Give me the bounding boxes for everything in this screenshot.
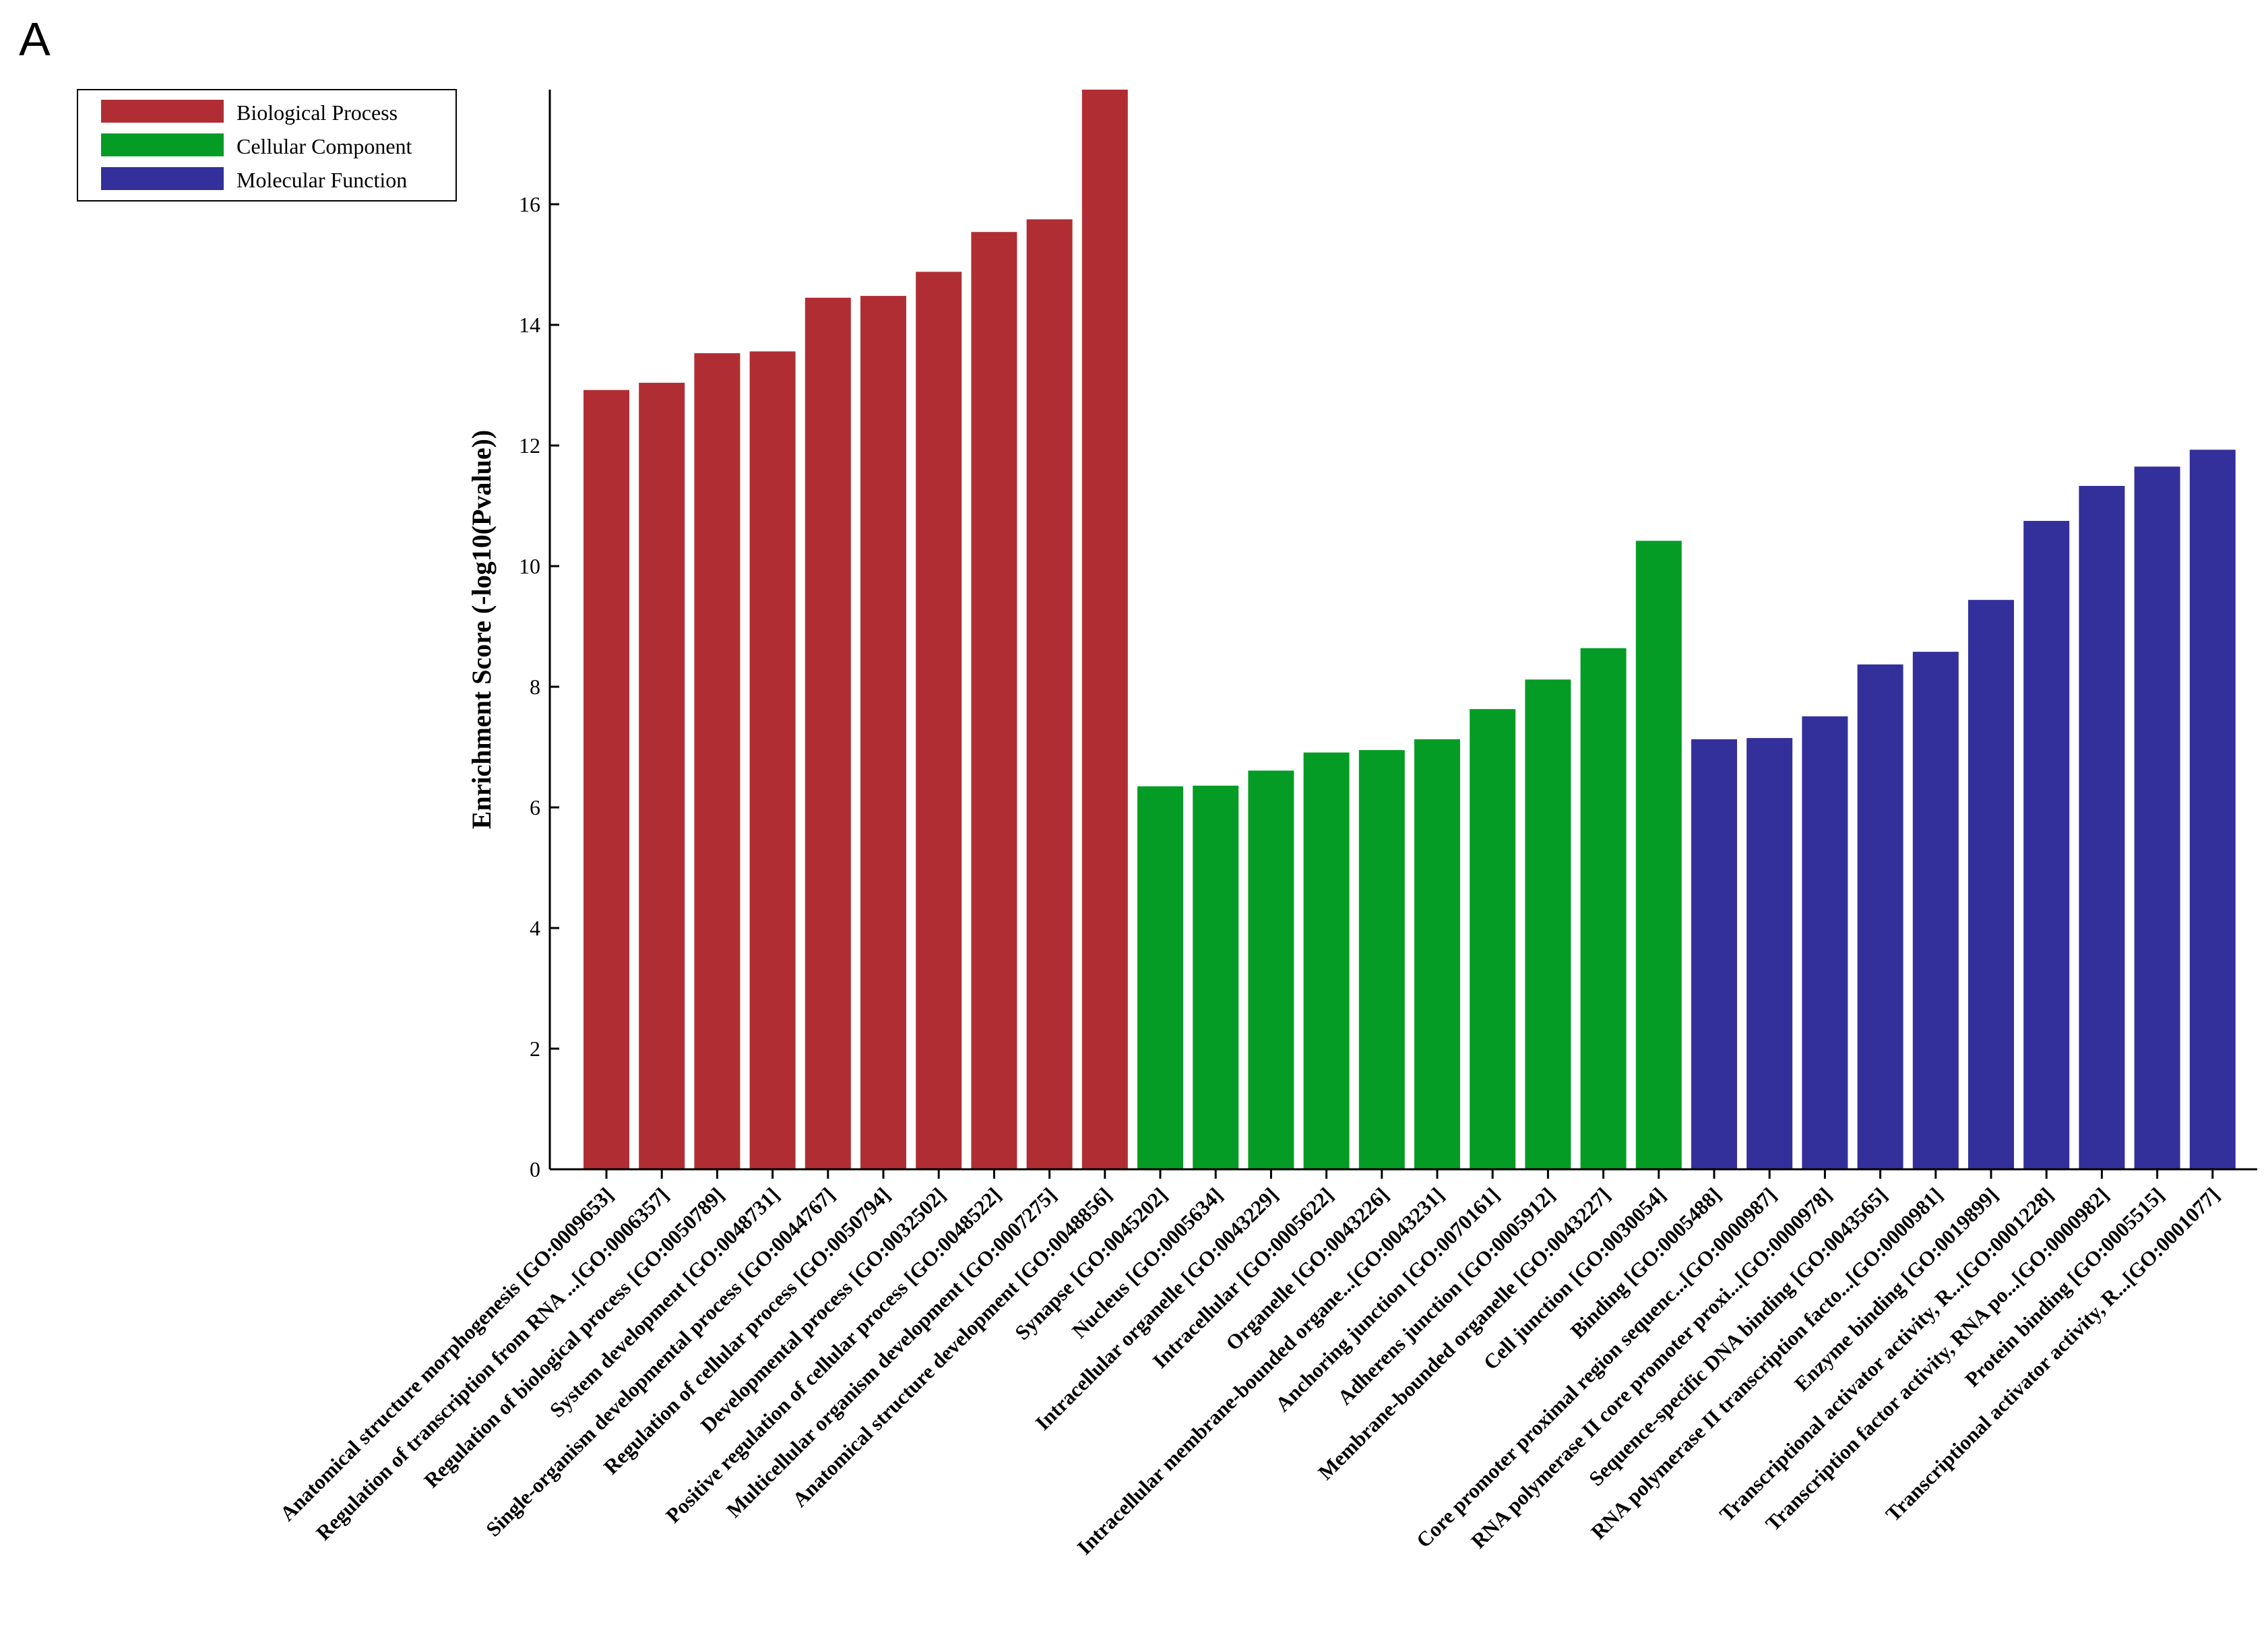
y-tick-label: 16 xyxy=(519,192,540,216)
panel-label: A xyxy=(19,13,51,65)
legend-label-molecular-function: Molecular Function xyxy=(237,168,407,192)
y-tick-label: 8 xyxy=(530,675,540,699)
y-tick-label: 2 xyxy=(530,1037,540,1061)
legend: Biological Process Cellular Component Mo… xyxy=(77,89,457,202)
category-label: Core promoter proximal region sequenc...… xyxy=(1412,1183,1781,1552)
bar xyxy=(1691,739,1737,1169)
y-tick-label: 10 xyxy=(519,554,540,578)
legend-swatch-cellular-component xyxy=(101,133,224,156)
bar xyxy=(2023,520,2070,1169)
legend-label-biological-process: Biological Process xyxy=(237,100,398,125)
bar xyxy=(584,390,629,1170)
bar xyxy=(2134,466,2180,1169)
bar xyxy=(1802,716,1848,1169)
y-tick-label: 4 xyxy=(530,916,540,940)
bar xyxy=(1912,652,1959,1169)
bar xyxy=(916,272,962,1170)
bar xyxy=(694,353,741,1169)
axes-group: 0 2 4 6 8 10 12 14 16 xyxy=(519,90,2257,1181)
y-ticks: 0 2 4 6 8 10 12 14 16 xyxy=(519,192,559,1181)
bar xyxy=(1248,770,1294,1169)
bar xyxy=(1026,219,1073,1170)
bar xyxy=(1303,752,1350,1169)
bar xyxy=(1857,664,1903,1169)
bar xyxy=(1137,786,1183,1169)
x-tick-labels: Anatomical structure morphogenesis [GO:0… xyxy=(276,1183,2224,1559)
bar xyxy=(1635,540,1682,1169)
bar xyxy=(971,232,1017,1170)
y-tick-label: 14 xyxy=(519,313,540,337)
bar xyxy=(1358,749,1405,1169)
bar xyxy=(1968,600,2014,1169)
y-tick-label: 12 xyxy=(519,433,540,458)
category-label: RNA polymerase II core promoter proxi...… xyxy=(1466,1183,1836,1553)
bar xyxy=(1746,738,1793,1169)
bar xyxy=(2079,485,2125,1169)
bar xyxy=(749,351,796,1169)
bar xyxy=(860,296,906,1169)
bar xyxy=(1580,648,1627,1169)
bar xyxy=(2189,450,2236,1169)
y-tick-label: 0 xyxy=(530,1157,540,1181)
bar xyxy=(805,297,851,1169)
bars-group xyxy=(584,90,2236,1170)
bar xyxy=(1081,90,1128,1169)
bar xyxy=(639,382,685,1169)
bar xyxy=(1525,679,1571,1169)
bar xyxy=(1414,739,1460,1169)
legend-swatch-molecular-function xyxy=(101,167,224,190)
legend-swatch-biological-process xyxy=(101,100,224,123)
y-tick-label: 6 xyxy=(530,795,540,820)
legend-label-cellular-component: Cellular Component xyxy=(237,134,412,158)
bar xyxy=(1470,709,1516,1169)
bar xyxy=(1193,785,1239,1169)
x-ticks xyxy=(605,1169,2214,1179)
y-axis-title: Enrichment Score (-log10(Pvalue)) xyxy=(466,430,497,829)
